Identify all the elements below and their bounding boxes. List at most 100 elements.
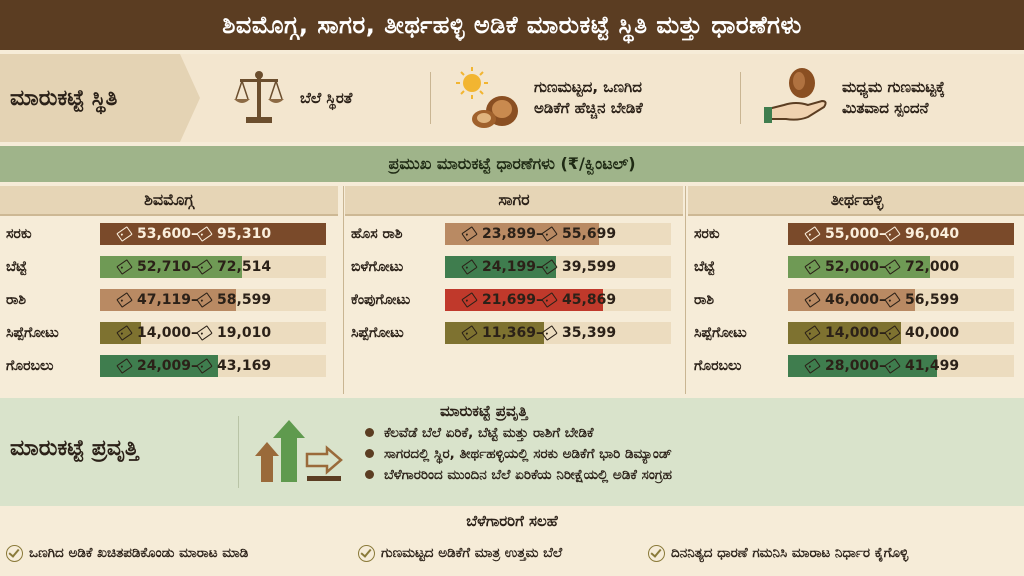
advice-title: ಬೆಳೆಗಾರರಿಗೆ ಸಲಹೆ	[466, 512, 558, 530]
min-price: 23,899	[482, 226, 537, 242]
price-bar	[788, 289, 915, 311]
list-item: ಸಾಗರದಲ್ಲಿ ಸ್ಥಿರ, ತೀರ್ಥಹಳ್ಳಿಯಲ್ಲಿ ಸರಕು ಅಡ…	[365, 443, 672, 464]
price-range: 24,199 – 39,599	[461, 255, 617, 279]
price-row: ಸರಕು 55,000 – 96,040	[688, 222, 1024, 246]
price-tag-icon	[884, 259, 901, 275]
min-price: 52,710	[137, 259, 192, 275]
list-item: ಬೆಳೆಗಾರರಿಂದ ಮುಂದಿನ ಬೆಲೆ ಏರಿಕೆಯ ನಿರೀಕ್ಷೆಯ…	[365, 464, 672, 485]
price-tag-icon	[884, 226, 901, 242]
price-bar	[788, 355, 937, 377]
price-tag-icon	[541, 259, 558, 275]
variety-name: ಸಿಪ್ಪೆಗೋಟು	[694, 325, 747, 341]
price-range: 53,600 – 95,310	[116, 222, 272, 246]
divider	[238, 416, 239, 488]
range-dash: –	[879, 259, 887, 275]
status-item-moderate-response: ಮಧ್ಯಮ ಗುಣಮಟ್ಟಕ್ಕೆ ಮಿತವಾದ ಸ್ಪಂದನೆ	[762, 62, 945, 134]
min-price: 28,000	[825, 358, 880, 374]
price-tag-icon	[804, 358, 821, 374]
sun-arecanut-icon	[456, 67, 518, 128]
price-tag-icon	[541, 226, 558, 242]
price-row: ಹೊಸ ರಾಶಿ 23,899 – 55,699	[345, 222, 683, 246]
status-text-line2: ಅಡಿಕೆಗೆ ಹೆಚ್ಚಿನ ಬೇಡಿಕೆ	[534, 99, 643, 117]
min-price: 14,000	[825, 325, 880, 341]
max-price: 45,869	[562, 292, 617, 308]
max-price: 55,699	[562, 226, 617, 242]
bullet-icon	[365, 470, 374, 479]
price-tag-icon	[196, 226, 213, 242]
min-price: 52,000	[825, 259, 880, 275]
range-dash: –	[191, 358, 199, 374]
min-price: 14,000	[137, 325, 192, 341]
price-row: ರಾಶಿ 46,000 – 56,599	[688, 288, 1024, 312]
price-bar	[445, 289, 603, 311]
range-dash: –	[879, 226, 887, 242]
max-price: 43,169	[217, 358, 272, 374]
hand-nut-icon	[764, 68, 827, 123]
min-price: 21,699	[482, 292, 537, 308]
variety-name: ಗೊರಬಲು	[694, 358, 742, 374]
range-dash: –	[191, 259, 199, 275]
market-name: ತೀರ್ಥಹಳ್ಳಿ	[688, 186, 1024, 216]
price-range: 28,000 – 41,499	[804, 354, 959, 378]
status-text-line1: ಗುಣಮಟ್ಟದ, ಒಣಗಿದ	[534, 78, 642, 96]
range-dash: –	[191, 325, 199, 341]
range-dash: –	[536, 226, 544, 242]
price-row: ಕೆಂಪುಗೋಟು 21,699 – 45,869	[345, 288, 683, 312]
max-price: 39,599	[562, 259, 617, 275]
status-item-dry-demand: ಗುಣಮಟ್ಟದ, ಒಣಗಿದ ಅಡಿಕೆಗೆ ಹೆಚ್ಚಿನ ಬೇಡಿಕೆ	[452, 62, 643, 134]
price-tag-icon	[541, 292, 558, 308]
check-icon	[6, 544, 23, 562]
min-price: 11,369	[482, 325, 537, 341]
list-item: ಕೆಲವೆಡೆ ಬೆಲೆ ಏರಿಕೆ, ಬೆಟ್ಟೆ ಮತ್ತು ರಾಶಿಗೆ …	[365, 422, 672, 443]
variety-name: ಸಿಪ್ಪೆಗೋಟು	[351, 325, 404, 341]
price-tag-icon	[541, 325, 558, 341]
price-tag-icon	[196, 292, 213, 308]
variety-name: ಸರಕು	[694, 226, 720, 242]
price-tag-icon	[196, 325, 213, 341]
variety-name: ಗೊರಬಲು	[6, 358, 54, 374]
price-range: 52,000 – 72,000	[804, 255, 959, 279]
prices-header: ಪ್ರಮುಖ ಮಾರುಕಟ್ಟೆ ಧಾರಣೆಗಳು (₹/ಕ್ವಿಂಟಲ್)	[0, 146, 1024, 182]
price-range: 24,009 – 43,169	[116, 354, 272, 378]
price-row: ಗೊರಬಲು 28,000 – 41,499	[688, 354, 1024, 378]
price-range: 55,000 – 96,040	[804, 222, 960, 246]
price-bar	[100, 223, 326, 245]
status-item-price-stability: ಬೆಲೆ ಸ್ಥಿರತೆ	[228, 62, 352, 134]
price-row: ಸರಕು 53,600 – 95,310	[0, 222, 338, 246]
market-sagara: ಸಾಗರ ಹೊಸ ರಾಶಿ 23,899 – 55,699 ಬಿಳೆಗೋಟು 24,1…	[345, 186, 683, 394]
max-price: 35,399	[562, 325, 617, 341]
price-row: ಗೊರಬಲು 24,009 – 43,169	[0, 354, 338, 378]
variety-name: ಹೊಸ ರಾಶಿ	[351, 226, 403, 242]
price-row: ಸಿಪ್ಪೆಗೋಟು 14,000 – 19,010	[0, 321, 338, 345]
divider	[430, 72, 431, 124]
price-bar	[100, 355, 218, 377]
price-tag-icon	[196, 259, 213, 275]
divider	[685, 186, 686, 394]
price-tag-icon	[461, 325, 478, 341]
status-text-line1: ಮಧ್ಯಮ ಗುಣಮಟ್ಟಕ್ಕೆ	[842, 78, 945, 96]
range-dash: –	[536, 325, 544, 341]
max-price: 95,310	[217, 226, 272, 242]
market-status-band: ಮಾರುಕಟ್ಟೆ ಸ್ಥಿತಿ ಬೆಲೆ ಸ್ಥಿರತೆ	[0, 54, 1024, 142]
max-price: 58,599	[217, 292, 272, 308]
market-thirthahalli: ತೀರ್ಥಹಳ್ಳಿ ಸರಕು 55,000 – 96,040 ಬೆಟ್ಟೆ 52,0…	[688, 186, 1024, 394]
min-price: 24,009	[137, 358, 192, 374]
price-tag-icon	[884, 358, 901, 374]
price-tag-icon	[116, 226, 133, 242]
price-row: ಸಿಪ್ಪೆಗೋಟು 14,000 – 40,000	[688, 321, 1024, 345]
price-bar-track	[100, 322, 326, 344]
page-title: ಶಿವಮೊಗ್ಗ, ಸಾಗರ, ತೀರ್ಥಹಳ್ಳಿ ಅಡಿಕೆ ಮಾರುಕಟ್…	[0, 0, 1024, 50]
max-price: 96,040	[905, 226, 960, 242]
check-icon	[358, 544, 375, 562]
trend-list: ಕೆಲವೆಡೆ ಬೆಲೆ ಏರಿಕೆ, ಬೆಟ್ಟೆ ಮತ್ತು ರಾಶಿಗೆ …	[365, 422, 672, 485]
scale-icon	[234, 71, 284, 123]
price-range: 47,119 – 58,599	[116, 288, 272, 312]
price-tag-icon	[884, 292, 901, 308]
status-label: ಮಾರುಕಟ್ಟೆ ಸ್ಥಿತಿ	[0, 54, 200, 142]
price-tag-icon	[804, 292, 821, 308]
check-icon	[648, 544, 665, 562]
price-tag-icon	[461, 292, 478, 308]
price-row: ರಾಶಿ 47,119 – 58,599	[0, 288, 338, 312]
price-bar	[445, 223, 599, 245]
status-text-line1: ಬೆಲೆ ಸ್ಥಿರತೆ	[300, 88, 353, 107]
